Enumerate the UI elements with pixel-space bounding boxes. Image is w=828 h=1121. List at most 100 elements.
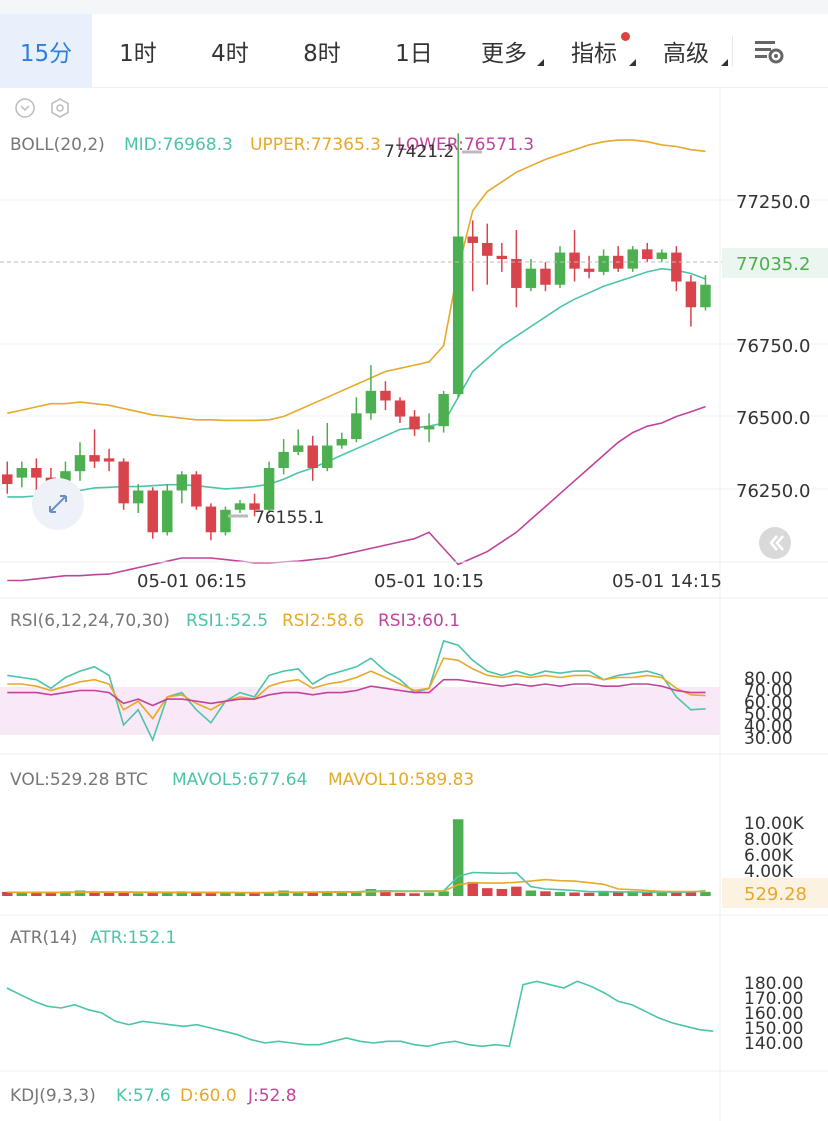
rsi-series-line (7, 678, 706, 707)
volume-bar (220, 892, 231, 896)
volume-bar (598, 891, 609, 896)
mavol5-value: MAVOL5:677.64 (172, 770, 307, 790)
caret-icon (721, 58, 728, 66)
vol-tick-label: 4.00K (744, 862, 794, 882)
gear-icon-center (56, 104, 64, 112)
volume-bar (656, 892, 668, 896)
rsi-tick-label: 40.00 (744, 717, 793, 737)
kdj-d-value: D:60.0 (180, 1086, 237, 1106)
volume-bar (2, 891, 13, 896)
rsi-lines (7, 639, 706, 743)
atr-tick-label: 150.00 (744, 1019, 803, 1039)
candle-body (671, 252, 682, 282)
tab-more[interactable]: 更多 (460, 14, 548, 88)
low-price-annotation: 76155.1 (254, 508, 324, 528)
tab-advanced-label: 高级 (663, 40, 709, 67)
tab-15m[interactable]: 15分 (0, 13, 92, 88)
tab-1h-label: 1时 (119, 40, 157, 67)
price-tick-label: 76500.0 (736, 408, 810, 429)
vol-tick-label: 10.00K (744, 814, 805, 834)
volume-bar (132, 893, 144, 896)
volume-bar (45, 893, 57, 896)
atr-value: ATR:152.1 (90, 928, 176, 948)
current-vol-label: 529.28 (744, 884, 807, 905)
candle-body (380, 390, 391, 401)
volume-bar (351, 892, 362, 896)
candle-body (467, 236, 478, 243)
candle-body (89, 455, 100, 462)
volume-bar (525, 890, 537, 896)
candle-body (263, 467, 275, 510)
notification-dot-icon (621, 31, 630, 41)
boll-lower-line (7, 405, 706, 582)
caret-icon (537, 58, 544, 66)
candle-body (132, 490, 144, 504)
volume-bar (147, 892, 158, 896)
main-grid (0, 88, 828, 1121)
volume-bar (205, 893, 217, 896)
rsi3-value: RSI3:60.1 (378, 611, 460, 631)
tab-advanced[interactable]: 高级 (640, 14, 732, 88)
mavol10-line (7, 878, 706, 894)
current-price-label: 77035.2 (736, 254, 810, 275)
time-tick-label: 05-01 06:15 (137, 571, 247, 592)
gear-icon[interactable] (51, 98, 69, 118)
volume-bar (627, 891, 638, 896)
rsi-tick-label: 80.00 (744, 669, 793, 689)
candle-body (103, 458, 115, 462)
boll-lines (7, 139, 706, 582)
tab-4h[interactable]: 4时 (184, 14, 276, 88)
tab-1d[interactable]: 1日 (368, 14, 460, 88)
price-tick-label: 76750.0 (736, 336, 810, 357)
candle-body (496, 255, 508, 260)
candle-body (162, 490, 173, 533)
candle-body (482, 242, 493, 256)
rsi-params: RSI(6,12,24,70,30) (10, 611, 170, 631)
chart-settings-button[interactable] (733, 14, 805, 88)
volume-bar (176, 891, 188, 896)
rsi2-value: RSI2:58.6 (282, 611, 364, 631)
price-tick-label: 76250.0 (736, 481, 810, 502)
kdj-panel: KDJ(9,3,3) K:57.6 D:60.0 J:52.8 (10, 1086, 297, 1106)
volume-bar (263, 892, 275, 896)
candle-body (642, 249, 653, 260)
candle-body (307, 445, 318, 468)
candle-body (2, 474, 13, 485)
chart-canvas[interactable]: BOLL(20,2) MID:76968.3 UPPER:77365.3 LOW… (0, 88, 828, 1121)
volume-bar (583, 892, 595, 896)
double-chevron-left-icon[interactable] (759, 527, 791, 559)
volume-bar (685, 891, 697, 896)
volume-bar (540, 891, 551, 896)
candle-body (598, 255, 609, 272)
chevron-down-circle-icon[interactable] (15, 98, 35, 118)
candle-body (525, 268, 537, 288)
volume-bar (31, 892, 42, 896)
tab-1h[interactable]: 1时 (92, 14, 184, 88)
atr-tick-label: 180.00 (744, 974, 803, 994)
kdj-params: KDJ(9,3,3) (10, 1086, 96, 1106)
atr-line (6, 980, 714, 1048)
candle-body (511, 259, 522, 288)
candle-body (569, 252, 580, 269)
candle-body (16, 467, 28, 478)
candle-body (409, 416, 420, 430)
volume-bar (496, 888, 508, 896)
volume-bar (191, 892, 202, 896)
boll-upper-line (7, 139, 706, 422)
candle-body (205, 506, 217, 533)
volume-bar (409, 893, 420, 896)
mavol5-line (7, 871, 706, 894)
tab-indicators[interactable]: 指标 (548, 14, 640, 88)
volume-bar (438, 891, 449, 896)
high-price-annotation: 77421.2 (384, 142, 454, 162)
current-price-badge (722, 248, 828, 278)
volume-bar (671, 892, 682, 896)
candle-body (394, 400, 406, 417)
rsi-tick-label: 30.00 (744, 729, 793, 749)
double-chevron-glyph (769, 535, 784, 551)
tab-indicators-label: 指标 (571, 40, 617, 67)
candle-body (438, 394, 449, 427)
candle-body (220, 509, 231, 533)
tab-8h[interactable]: 8时 (276, 14, 368, 88)
boll-mid-line (7, 267, 706, 498)
